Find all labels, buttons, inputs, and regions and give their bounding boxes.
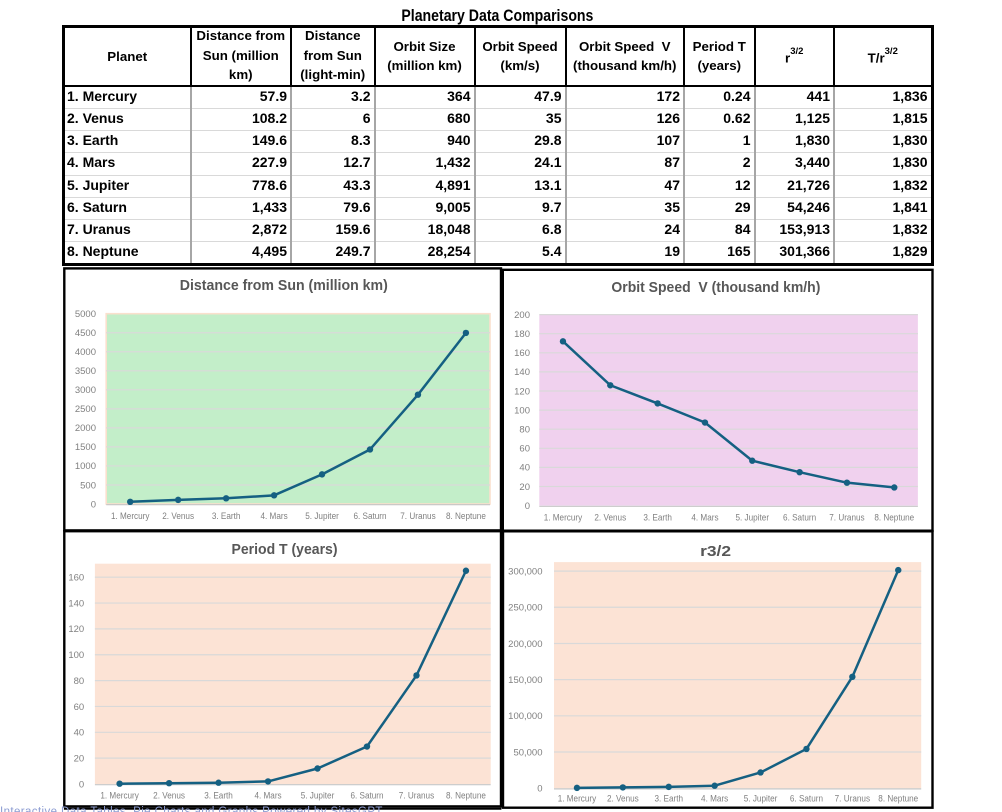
svg-text:100: 100 [68, 650, 84, 661]
svg-text:300,000: 300,000 [508, 566, 542, 577]
svg-text:6. Saturn: 6. Saturn [790, 794, 823, 805]
svg-text:8. Neptune: 8. Neptune [446, 511, 486, 522]
svg-text:1. Mercury: 1. Mercury [558, 794, 597, 805]
svg-text:0: 0 [91, 499, 96, 510]
svg-text:3. Earth: 3. Earth [654, 794, 683, 805]
svg-text:140: 140 [68, 598, 84, 609]
svg-text:1. Mercury: 1. Mercury [100, 791, 139, 802]
svg-text:80: 80 [74, 676, 85, 687]
svg-text:120: 120 [68, 624, 84, 635]
svg-text:180: 180 [514, 329, 530, 340]
svg-text:4. Mars: 4. Mars [260, 511, 287, 522]
svg-text:7. Uranus: 7. Uranus [829, 512, 865, 523]
svg-text:500: 500 [80, 480, 96, 491]
svg-text:160: 160 [514, 348, 530, 359]
svg-text:20: 20 [519, 482, 530, 493]
svg-text:8. Neptune: 8. Neptune [878, 794, 918, 805]
svg-text:5. Jupiter: 5. Jupiter [744, 794, 778, 805]
svg-text:250,000: 250,000 [508, 603, 542, 614]
svg-text:8. Neptune: 8. Neptune [446, 791, 486, 802]
svg-text:4000: 4000 [75, 347, 96, 358]
svg-text:5000: 5000 [75, 309, 96, 320]
svg-text:2. Venus: 2. Venus [594, 512, 626, 523]
svg-text:2. Venus: 2. Venus [162, 511, 194, 522]
svg-text:60: 60 [74, 702, 85, 713]
svg-text:80: 80 [519, 425, 530, 436]
svg-text:5. Jupiter: 5. Jupiter [301, 791, 335, 802]
svg-text:1000: 1000 [75, 461, 96, 472]
svg-text:1. Mercury: 1. Mercury [111, 511, 150, 522]
svg-text:60: 60 [519, 444, 530, 455]
svg-text:6. Saturn: 6. Saturn [783, 512, 816, 523]
svg-text:0: 0 [79, 779, 84, 790]
svg-text:7. Uranus: 7. Uranus [399, 791, 435, 802]
svg-text:r3/2: r3/2 [700, 543, 731, 560]
svg-text:3500: 3500 [75, 366, 96, 377]
svg-text:40: 40 [519, 463, 530, 474]
svg-text:3. Earth: 3. Earth [212, 511, 241, 522]
svg-text:Period T (years): Period T (years) [232, 541, 338, 558]
svg-text:120: 120 [514, 386, 530, 397]
svg-text:2000: 2000 [75, 423, 96, 434]
svg-text:3. Earth: 3. Earth [204, 791, 233, 802]
svg-text:200,000: 200,000 [508, 639, 542, 650]
svg-text:3000: 3000 [75, 385, 96, 396]
svg-text:2500: 2500 [75, 404, 96, 415]
svg-text:5. Jupiter: 5. Jupiter [305, 511, 339, 522]
svg-text:200: 200 [514, 310, 530, 321]
svg-text:100,000: 100,000 [508, 711, 542, 722]
svg-text:1. Mercury: 1. Mercury [544, 512, 583, 523]
svg-text:2. Venus: 2. Venus [607, 794, 639, 805]
svg-text:8. Neptune: 8. Neptune [874, 512, 914, 523]
svg-text:Orbit Speed V (thousand km/h): Orbit Speed V (thousand km/h) [611, 279, 820, 296]
svg-text:50,000: 50,000 [513, 747, 542, 758]
svg-text:Distance from Sun (million km): Distance from Sun (million km) [180, 277, 388, 294]
svg-text:140: 140 [514, 367, 530, 378]
svg-text:Planetary Data Comparisons: Planetary Data Comparisons [401, 6, 593, 25]
svg-text:0: 0 [537, 784, 542, 795]
svg-text:4. Mars: 4. Mars [691, 512, 718, 523]
svg-text:4. Mars: 4. Mars [254, 791, 281, 802]
svg-text:20: 20 [74, 753, 85, 764]
svg-text:100: 100 [514, 405, 530, 416]
svg-text:1500: 1500 [75, 442, 96, 453]
svg-text:6. Saturn: 6. Saturn [350, 791, 383, 802]
svg-text:2. Venus: 2. Venus [153, 791, 185, 802]
svg-text:4500: 4500 [75, 328, 96, 339]
svg-text:7. Uranus: 7. Uranus [835, 794, 871, 805]
svg-text:0: 0 [525, 501, 530, 512]
svg-text:6. Saturn: 6. Saturn [353, 511, 386, 522]
svg-text:40: 40 [74, 728, 85, 739]
svg-text:5. Jupiter: 5. Jupiter [735, 512, 769, 523]
svg-text:4. Mars: 4. Mars [701, 794, 728, 805]
svg-text:150,000: 150,000 [508, 675, 542, 686]
svg-text:7. Uranus: 7. Uranus [400, 511, 436, 522]
svg-text:3. Earth: 3. Earth [643, 512, 672, 523]
svg-text:160: 160 [68, 573, 84, 584]
